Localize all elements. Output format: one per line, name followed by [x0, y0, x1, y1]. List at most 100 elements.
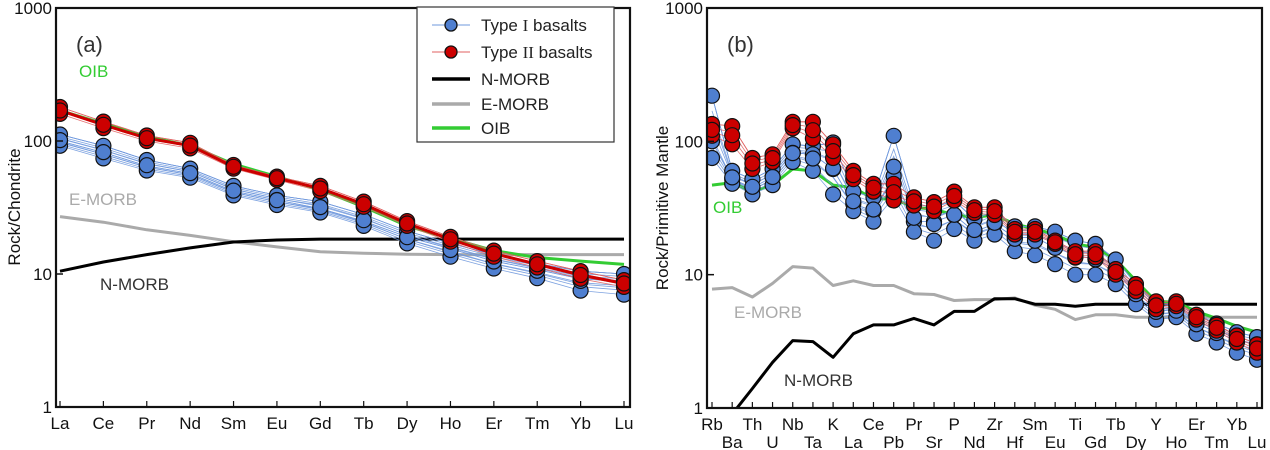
panel-b-line-type1	[711, 146, 1258, 350]
panel-a-point-type2	[442, 231, 459, 248]
panel-a-point-type2	[182, 137, 199, 154]
panel-b-point-type2	[1087, 246, 1104, 263]
panel-b-point-type2	[1067, 246, 1084, 263]
panel-a-point-type2	[56, 102, 69, 119]
panel-a-point-type1	[225, 182, 242, 199]
panel-a-point-type2	[399, 215, 416, 232]
panel-a-x-tick-label: Eu	[267, 414, 288, 433]
panel-a-x-tick-label: Nd	[179, 414, 201, 433]
panel-b-point-type2	[885, 184, 902, 201]
panel-a-annotation-oib: OIB	[79, 62, 108, 81]
panel-b-point-type2	[1006, 223, 1023, 240]
panel-b-point-type1	[744, 178, 761, 195]
panel-b-point-type1	[925, 232, 943, 249]
panel-a-point-type2	[268, 170, 285, 187]
panel-b-point-type1	[1046, 256, 1064, 273]
panel-b-line-type1	[711, 152, 1258, 355]
panel-b-point-type2	[845, 167, 862, 184]
panel-b-point-type2	[946, 187, 963, 205]
panel-b-x-tick-label: Er	[1188, 415, 1205, 434]
panel-a-x-tick-label: Tb	[354, 414, 374, 433]
panel-b-point-type1	[905, 223, 923, 240]
panel-b-point-type1	[824, 186, 842, 203]
legend-marker-type1	[444, 18, 458, 32]
panel-b-line-type1	[711, 95, 1258, 338]
panel-b-point-type2	[905, 193, 923, 210]
panel-b-line-type1	[711, 157, 1258, 361]
legend-item-type1: Type I basalts	[432, 16, 587, 35]
panel-a-point-type2	[138, 130, 155, 147]
panel-a-y-tick-label: 1000	[14, 0, 52, 18]
panel-b-point-type2	[1168, 295, 1185, 312]
panel-b-point-type2	[1127, 279, 1145, 296]
panel-b-annotation-oib: OIB	[713, 198, 742, 217]
panel-b-trace-primitive-mantle: (b) Rock/Primitive Mantle 1 10 100 1000 RbB…	[653, 0, 1266, 450]
panel-b-x-tick-label: Sr	[926, 433, 943, 450]
panel-b-point-type2	[1026, 223, 1044, 240]
panel-b-x-tick-label: Rb	[701, 415, 723, 434]
panel-b-point-type2	[1188, 309, 1205, 326]
panel-b-plot-area	[707, 87, 1262, 408]
panel-a-x-ticks: La Ce Pr Nd Sm Eu Gd Tb Dy Ho Er Tm Yb Lu	[51, 401, 633, 433]
panel-b-x-tick-label: U	[766, 433, 778, 450]
panel-a-x-tick-label: Ho	[440, 414, 462, 433]
panel-b-point-type1	[707, 149, 721, 167]
panel-b-x-tick-label: K	[827, 415, 839, 434]
panel-b-x-tick-label: Ti	[1069, 415, 1083, 434]
panel-b-point-type2	[1107, 263, 1124, 280]
panel-b-point-type2	[966, 202, 983, 219]
panel-b-point-type2	[707, 121, 721, 138]
panel-a-x-tick-label: Pr	[138, 414, 155, 433]
panel-b-x-tick-label: La	[844, 433, 863, 450]
panel-a-point-type2	[355, 196, 372, 213]
panel-a-x-tick-label: Er	[485, 414, 502, 433]
panel-b-x-tick-label: Ta	[804, 433, 823, 450]
panel-b-x-tick-label: Yb	[1226, 415, 1247, 434]
panel-a-annotation-emorb: E-MORB	[69, 190, 137, 209]
panel-b-line-type1	[711, 141, 1258, 345]
panel-b-point-type1	[885, 127, 902, 144]
panel-b-label: (b)	[727, 32, 754, 57]
panel-b-x-tick-label: Gd	[1084, 433, 1107, 450]
panel-a-point-type2	[95, 116, 112, 133]
panel-b-point-type2	[925, 198, 943, 215]
panel-a-point-type2	[225, 158, 242, 175]
panel-b-y-tick-label: 1	[694, 399, 703, 418]
panel-b-x-tick-label: Nd	[964, 433, 986, 450]
panel-b-point-type2	[1248, 340, 1262, 357]
panel-a-x-tick-label: Yb	[570, 414, 591, 433]
panel-b-point-type1	[1087, 266, 1104, 283]
panel-b-point-type2	[784, 116, 801, 134]
panel-a-plot-area	[56, 98, 630, 303]
panel-b-series-layer	[707, 87, 1262, 408]
panel-a-point-type1	[268, 192, 285, 209]
panel-b-x-tick-label: Eu	[1045, 433, 1066, 450]
legend-label-oib: OIB	[481, 119, 510, 138]
panel-b-x-tick-label: Ba	[722, 433, 743, 450]
panel-b-x-tick-label: Lu	[1248, 433, 1267, 450]
panel-b-point-type2	[724, 127, 741, 144]
panel-a-point-type2	[312, 180, 329, 197]
panel-a-x-tick-label: Dy	[397, 414, 418, 433]
panel-b-point-type2	[804, 122, 822, 139]
panel-a-x-tick-label: Tm	[525, 414, 550, 433]
panel-a-point-type1	[182, 165, 199, 182]
panel-b-point-type2	[865, 179, 882, 196]
panel-b-point-type2	[1228, 330, 1245, 348]
legend-item-emorb: E-MORB	[432, 95, 549, 114]
panel-b-frame	[705, 6, 1264, 410]
panel-b-x-tick-label: Y	[1150, 415, 1161, 434]
panel-a-point-type1	[95, 144, 112, 161]
panel-a-x-tick-label: Gd	[309, 414, 332, 433]
panel-b-x-tick-label: Ho	[1165, 433, 1187, 450]
panel-b-point-type2	[1046, 234, 1064, 251]
panel-a-annotation-nmorb: N-MORB	[100, 275, 169, 294]
panel-b-point-type1	[1067, 266, 1084, 283]
panel-b-x-tick-label: Th	[742, 415, 762, 434]
panel-a-point-type2	[572, 266, 589, 284]
panel-b-y-axis-title: Rock/Primitive Mantle	[653, 126, 672, 290]
panel-b-point-type1	[885, 158, 902, 175]
legend-item-oib: OIB	[432, 119, 510, 138]
panel-b-point-type2	[824, 143, 842, 160]
